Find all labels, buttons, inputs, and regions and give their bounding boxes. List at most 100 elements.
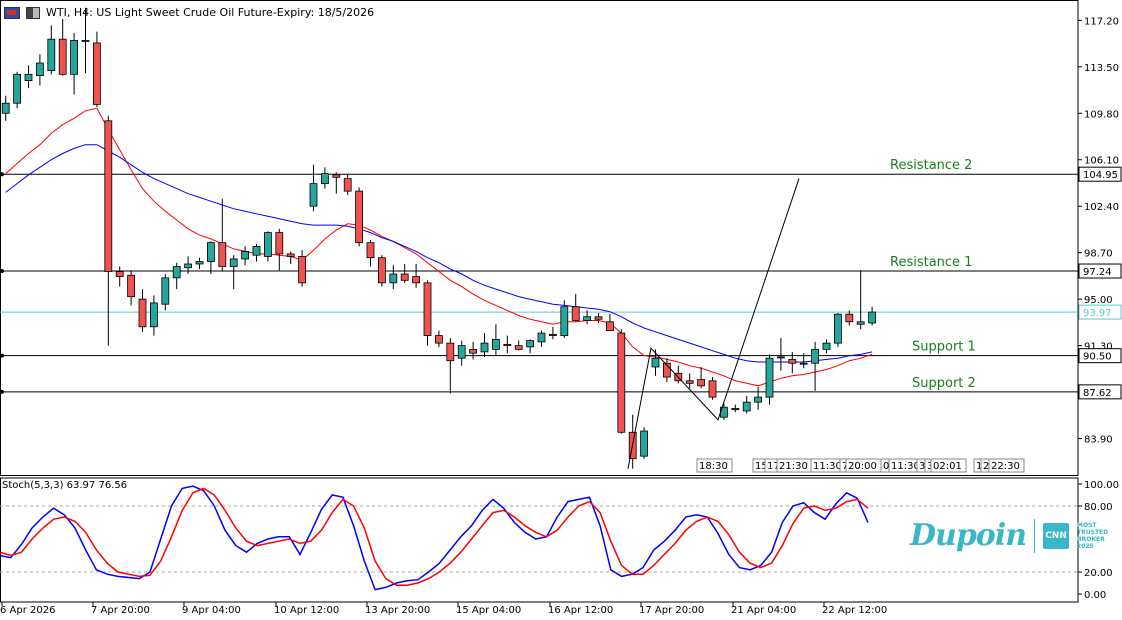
candle-bear: [400, 273, 409, 281]
candle-bull: [149, 302, 158, 328]
candle-bull: [206, 242, 215, 262]
candle-bull: [172, 266, 181, 279]
oscillator-tick-label: 80.00: [1084, 502, 1113, 513]
candle-bull: [309, 183, 318, 207]
time-tick-label: 21 Apr 04:00: [731, 605, 796, 616]
badge-line: BROKER: [1077, 535, 1105, 543]
candle-bull: [868, 311, 876, 324]
oscillator-tick-label: 100.00: [1084, 480, 1119, 491]
badge-line: 2025: [1077, 542, 1094, 550]
candle-bear: [685, 380, 694, 384]
level-anchor: [0, 269, 4, 274]
candle-bear: [549, 333, 557, 336]
time-tick-label: 7 Apr 20:00: [91, 605, 150, 616]
candle-bear: [788, 359, 797, 364]
time-tick-label: 15 Apr 04:00: [456, 605, 521, 616]
time-tick-label: 16 Apr 12:00: [548, 605, 613, 616]
level-price-label: 90.50: [1083, 352, 1112, 363]
candle-bear: [138, 298, 147, 328]
time-marker-label: 18:30: [699, 461, 728, 472]
candle-bull: [811, 348, 819, 364]
candle-bull: [241, 251, 250, 260]
time-tick-label: 9 Apr 04:00: [182, 605, 241, 616]
candle-bull: [195, 261, 204, 265]
candle-bull: [36, 62, 44, 76]
broker-logo: Dupoin CNN MOST TRUSTED BROKER 2025: [910, 518, 1108, 553]
time-marker-label: 21:30: [779, 461, 808, 472]
award-badge-text: MOST TRUSTED BROKER 2025: [1077, 522, 1108, 550]
time-marker-label: 11:30: [813, 461, 842, 472]
time-marker-label: 7: [842, 461, 848, 472]
ema-slow-line: [5, 144, 873, 363]
candle-bear: [355, 190, 364, 244]
candle-bull: [799, 362, 808, 365]
price-tick-label: 102.40: [1084, 202, 1119, 213]
time-marker-box: [988, 458, 1025, 473]
candle-bear: [697, 379, 705, 387]
level-price-box: [1078, 348, 1122, 364]
time-marker-box: [930, 458, 967, 473]
candle-bull: [742, 401, 751, 412]
level-anchor: [0, 172, 4, 177]
badge-line: MOST: [1077, 521, 1097, 529]
candle-bull: [24, 73, 33, 82]
price-tick-label: 106.10: [1084, 156, 1119, 167]
level-label: Resistance 2: [890, 158, 972, 173]
cnn-badge-icon: CNN: [1043, 522, 1070, 549]
candle-bull: [184, 263, 193, 269]
candle-bull: [651, 357, 660, 368]
candle-bull: [47, 38, 56, 71]
candle-bull: [560, 306, 569, 336]
candle-bull: [320, 173, 329, 185]
candle-bull: [583, 316, 591, 321]
candle-bull: [822, 342, 831, 350]
time-tick-label: 17 Apr 20:00: [639, 605, 704, 616]
candle-bull: [229, 258, 238, 267]
candle-bear: [845, 313, 854, 323]
chart-mode-icon[interactable]: [26, 6, 40, 19]
price-tick-label: 95.00: [1084, 295, 1113, 306]
price-tick-label: 91.30: [1084, 342, 1113, 353]
candle-bull: [1, 102, 10, 114]
price-tick-label: 83.90: [1084, 435, 1113, 446]
current-price-box: [1078, 304, 1122, 320]
candle-bear: [115, 271, 124, 277]
time-marker-label: 17: [767, 461, 780, 472]
candle-bear: [503, 343, 512, 347]
candle-bull: [81, 40, 90, 42]
stoch-indicator-label: Stoch(5,3,3) 63.97 76.56: [2, 480, 128, 491]
candle-bear: [58, 38, 67, 75]
candle-bull: [526, 340, 534, 348]
candle-bear: [332, 174, 341, 178]
candle-bull: [161, 277, 170, 305]
candle-bull: [480, 342, 489, 353]
candle-bear: [412, 276, 421, 284]
chart-title: WTI, H4: US Light Sweet Crude Oil Future…: [46, 6, 375, 19]
drawn-trendline[interactable]: [627, 178, 800, 469]
candle-bear: [93, 42, 101, 105]
candle-bear: [594, 316, 603, 320]
time-tick-label: 22 Apr 12:00: [822, 605, 887, 616]
candle-bull: [263, 232, 272, 257]
badge-line: TRUSTED: [1077, 528, 1109, 536]
candle-bear: [366, 242, 375, 259]
candle-bear: [127, 274, 135, 298]
candle-bear: [377, 257, 386, 284]
candle-bull: [765, 357, 774, 398]
time-tick-label: 6 Apr 2026: [0, 605, 55, 616]
price-tick-label: 98.70: [1084, 249, 1113, 260]
chart-title-bar: WTI, H4: US Light Sweet Crude Oil Future…: [4, 6, 374, 19]
candle-bear: [731, 408, 740, 411]
time-tick-label: 13 Apr 20:00: [365, 605, 430, 616]
level-price-box: [1078, 166, 1122, 182]
candle-bear: [514, 345, 523, 350]
time-marker-label: 11:30: [891, 461, 920, 472]
candle-bear: [218, 242, 227, 267]
time-marker-label: 22:30: [991, 461, 1020, 472]
level-price-box: [1078, 263, 1122, 279]
candle-bear: [298, 256, 307, 284]
candle-bull: [70, 40, 78, 75]
level-anchor: [0, 389, 4, 394]
time-marker-label: 3: [919, 461, 925, 472]
